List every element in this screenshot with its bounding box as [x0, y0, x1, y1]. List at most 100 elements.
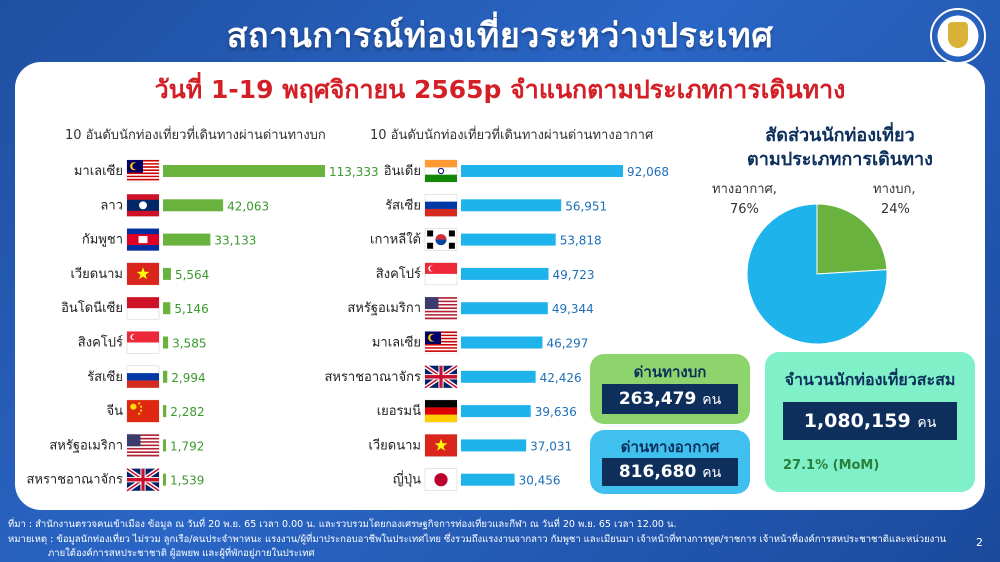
land-category-label: มาเลเซีย — [74, 163, 123, 179]
air-value-label: 39,636 — [535, 405, 577, 419]
land-total-box: ด่านทางบก 263,479 คน — [590, 354, 750, 424]
pie-title-line-2: ตามประเภทการเดินทาง — [747, 149, 933, 170]
page-number: 2 — [976, 536, 983, 549]
land-value-label: 33,133 — [214, 234, 256, 248]
land-value-label: 42,063 — [227, 199, 269, 213]
usa-flag-icon — [126, 434, 160, 457]
japan-flag-icon — [424, 468, 458, 491]
uk-flag-icon — [125, 466, 161, 493]
land-bar — [163, 336, 169, 349]
air-total-box: ด่านทางอากาศ 816,680 คน — [590, 430, 750, 494]
usa-flag-icon — [424, 296, 458, 320]
pie-label-land-value: 24% — [881, 202, 910, 217]
bar-charts: มาเลเซีย 113,333 ลาว 42,063 กัมพูชา 33,133 เวี… — [26, 159, 669, 493]
land-value-label: 113,333 — [329, 165, 379, 179]
pie-label-air-value: 76% — [730, 202, 759, 217]
germany-flag-icon — [424, 399, 458, 423]
mom-growth: 27.1% (MoM) — [783, 458, 880, 473]
land-total-value-box: 263,479 คน — [602, 384, 738, 414]
china-flag-icon — [126, 399, 160, 423]
grand-total-unit: คน — [917, 415, 937, 431]
indonesia-flag-icon — [126, 296, 160, 320]
air-total-value-box: 816,680 คน — [602, 458, 738, 486]
india-flag-icon — [424, 159, 458, 183]
air-bar — [461, 199, 562, 212]
land-value-label: 5,564 — [175, 268, 209, 282]
air-total-unit: คน — [702, 465, 722, 481]
land-category-label: รัสเซีย — [87, 369, 123, 385]
air-category-label: สหรัฐอเมริกา — [347, 301, 421, 316]
land-category-label: สหรัฐอเมริกา — [49, 438, 123, 453]
land-bar — [163, 405, 167, 418]
land-chart-title: 10 อันดับนักท่องเที่ยวที่เดินทางผ่านด่าน… — [65, 128, 326, 143]
air-category-label: เกาหลีใต้ — [370, 232, 421, 248]
source-note: ที่มา : สำนักงานตรวจคนเข้าเมือง ข้อมูล ณ… — [8, 519, 677, 530]
grand-total-value-box: 1,080,159 คน — [783, 402, 957, 440]
singapore-flag-icon — [126, 331, 160, 354]
air-value-label: 42,426 — [540, 371, 582, 385]
land-total-value: 263,479 — [618, 389, 697, 409]
south-korea-flag-icon — [424, 228, 458, 251]
land-category-label: สิงคโปร์ — [78, 335, 123, 351]
land-value-label: 5,146 — [174, 302, 208, 316]
pie-label-air-name: ทางอากาศ, — [712, 182, 777, 197]
land-category-label: จีน — [106, 403, 123, 419]
russia-flag-icon — [424, 194, 458, 217]
laos-flag-icon — [126, 194, 160, 217]
land-value-label: 2,994 — [171, 371, 205, 385]
air-category-label: มาเลเซีย — [372, 335, 421, 351]
land-category-label: เวียดนาม — [70, 266, 123, 282]
land-value-label: 1,792 — [170, 439, 204, 453]
air-value-label: 37,031 — [530, 439, 572, 453]
land-category-label: กัมพูชา — [82, 233, 123, 248]
air-bar — [461, 165, 623, 177]
pie-chart — [746, 203, 888, 345]
cambodia-flag-icon — [126, 228, 160, 251]
air-value-label: 49,723 — [552, 268, 594, 282]
air-total-heading: ด่านทางอากาศ — [620, 438, 720, 456]
land-value-label: 3,585 — [172, 337, 206, 351]
land-bar — [163, 233, 211, 246]
land-bar — [163, 165, 325, 177]
land-total-unit: คน — [702, 392, 722, 408]
uk-flag-icon — [423, 363, 459, 390]
page-subtitle: วันที่ 1-19 พฤศจิกายน 2565p จำแนกตามประเ… — [154, 75, 846, 104]
pie-chart-title: สัดส่วนนักท่องเที่ยว ตามประเภทการเดินทาง — [715, 124, 965, 172]
land-bar — [163, 267, 171, 280]
air-bar — [461, 302, 548, 315]
air-category-label: ญี่ปุ่น — [393, 471, 421, 488]
malaysia-flag-icon — [126, 159, 160, 183]
air-category-label: อินเดีย — [384, 163, 421, 179]
ministry-seal-icon — [930, 8, 986, 64]
air-category-label: เยอรมนี — [377, 403, 421, 419]
air-category-label: รัสเซีย — [385, 197, 421, 213]
air-value-label: 56,951 — [565, 199, 607, 213]
land-bars: มาเลเซีย 113,333 ลาว 42,063 กัมพูชา 33,133 เวี… — [26, 159, 379, 493]
content-card: วันที่ 1-19 พฤศจิกายน 2565p จำแนกตามประเ… — [15, 62, 985, 510]
malaysia-flag-icon — [424, 331, 458, 354]
air-bar — [461, 405, 531, 418]
air-value-label: 92,068 — [627, 165, 669, 179]
land-category-label: อินโดนีเซีย — [61, 300, 123, 316]
air-bar — [461, 439, 527, 452]
pie-title-line-1: สัดส่วนนักท่องเที่ยว — [765, 125, 915, 146]
air-category-label: สหราชอาณาจักร — [324, 370, 421, 385]
air-bar — [461, 336, 543, 349]
air-value-label: 49,344 — [552, 302, 594, 316]
remark-line-1: หมายเหตุ : ข้อมูลนักท่องเที่ยว ไม่รวม ลู… — [8, 534, 947, 545]
pie-label-land-name: ทางบก, — [873, 182, 916, 197]
air-category-label: เวียดนาม — [368, 437, 421, 453]
air-value-label: 53,818 — [560, 234, 602, 248]
remark-line-2: ภายใต้องค์การสหประชาชาติ ผู้อพยพ และผู้ท… — [48, 548, 315, 559]
air-bar — [461, 233, 556, 246]
land-bar — [163, 199, 224, 212]
land-total-heading: ด่านทางบก — [633, 363, 707, 381]
air-category-label: สิงคโปร์ — [376, 266, 421, 282]
air-value-label: 46,297 — [546, 337, 588, 351]
land-category-label: ลาว — [100, 198, 123, 213]
land-value-label: 1,539 — [170, 474, 204, 488]
grand-total-value: 1,080,159 — [803, 410, 911, 432]
vietnam-flag-icon — [126, 262, 160, 286]
grand-total-box: จำนวนนักท่องเที่ยวสะสม 1,080,159 คน 27.1… — [765, 352, 975, 492]
grand-total-heading: จำนวนนักท่องเที่ยวสะสม — [784, 370, 956, 389]
